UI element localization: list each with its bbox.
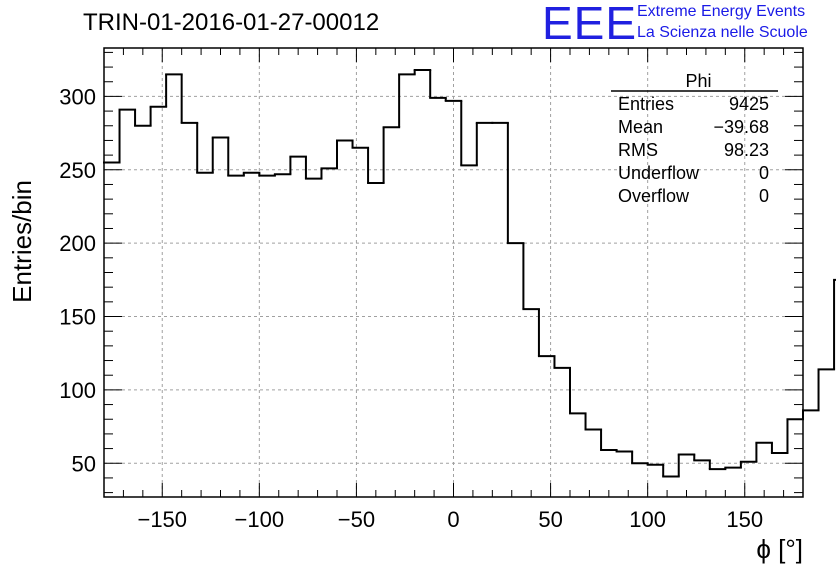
y-tick-label: 100 — [59, 378, 96, 403]
stats-row-value: 98.23 — [724, 140, 769, 160]
stats-row-label: RMS — [618, 140, 658, 160]
x-tick-label: 150 — [726, 507, 763, 532]
x-tick-label: −50 — [338, 507, 375, 532]
y-axis-title: Entries/bin — [7, 180, 37, 303]
stats-row-value: 0 — [759, 186, 769, 206]
histogram-series — [103, 69, 836, 478]
stats-row-label: Underflow — [618, 163, 700, 183]
stats-box: Phi Entries 9425 Mean −39.68 RMS 98.23 Underflo… — [611, 71, 778, 206]
y-tick-label: 250 — [59, 158, 96, 183]
stats-row-label: Mean — [618, 117, 663, 137]
y-tick-label: 300 — [59, 84, 96, 109]
x-tick-label: −100 — [235, 507, 285, 532]
x-tick-label: 0 — [447, 507, 459, 532]
x-tick-label: 50 — [538, 507, 562, 532]
x-axis-title: ϕ [°] — [756, 534, 803, 564]
stats-row-value: 0 — [759, 163, 769, 183]
y-tick-label: 50 — [72, 451, 96, 476]
x-tick-label: 100 — [629, 507, 666, 532]
stats-row-value: 9425 — [729, 94, 769, 114]
stats-row-value: −39.68 — [713, 117, 769, 137]
eee-logo: EEE — [542, 0, 638, 49]
stats-row-label: Overflow — [618, 186, 690, 206]
stats-row-label: Entries — [618, 94, 674, 114]
x-tick-label: −150 — [137, 507, 187, 532]
plot-title: TRIN-01-2016-01-27-00012 — [83, 9, 380, 36]
stats-box-name: Phi — [685, 71, 711, 91]
axis-tick-labels: −150 −100 −50 0 50 100 150 50 100 150 200 250 300 — [59, 84, 763, 532]
logo-caption-line-2: La Scienza nelle Scuole — [637, 24, 808, 41]
y-tick-label: 200 — [59, 231, 96, 256]
logo-caption-line-1: Extreme Energy Events — [637, 3, 806, 20]
y-tick-label: 150 — [59, 305, 96, 330]
grid-lines — [104, 48, 803, 497]
axis-ticks — [103, 48, 804, 497]
